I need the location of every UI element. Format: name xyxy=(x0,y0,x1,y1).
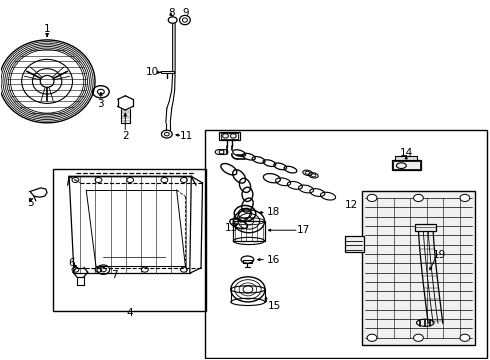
Ellipse shape xyxy=(414,334,423,341)
Bar xyxy=(53,169,206,311)
Text: 14: 14 xyxy=(400,148,413,158)
Bar xyxy=(392,160,421,170)
Text: 5: 5 xyxy=(26,198,33,208)
Ellipse shape xyxy=(460,334,470,341)
Text: 10: 10 xyxy=(146,67,159,77)
Bar xyxy=(220,133,238,139)
Bar xyxy=(392,161,420,169)
Bar xyxy=(345,236,364,252)
Text: 2: 2 xyxy=(122,131,128,141)
Bar xyxy=(362,191,475,345)
Text: 19: 19 xyxy=(433,250,446,260)
Bar xyxy=(395,156,417,160)
Ellipse shape xyxy=(367,334,377,341)
Text: 9: 9 xyxy=(182,8,189,18)
Ellipse shape xyxy=(460,194,470,202)
Text: 15: 15 xyxy=(268,301,281,311)
Text: 18: 18 xyxy=(267,207,280,217)
Text: 13: 13 xyxy=(225,223,239,233)
Text: 8: 8 xyxy=(168,8,174,18)
Bar xyxy=(161,71,173,73)
Text: 3: 3 xyxy=(98,99,104,109)
Text: 11: 11 xyxy=(180,131,193,141)
Text: 6: 6 xyxy=(68,258,75,268)
Bar xyxy=(219,132,240,140)
Text: 12: 12 xyxy=(345,200,358,210)
Ellipse shape xyxy=(414,194,423,202)
Text: 16: 16 xyxy=(267,255,280,265)
Text: 4: 4 xyxy=(126,309,133,318)
Ellipse shape xyxy=(367,194,377,202)
Bar xyxy=(243,260,252,263)
Bar xyxy=(233,221,265,241)
Text: 7: 7 xyxy=(111,270,118,280)
Bar xyxy=(205,130,487,357)
Text: 1: 1 xyxy=(44,24,50,35)
Text: 17: 17 xyxy=(297,225,310,235)
Bar xyxy=(415,225,436,231)
